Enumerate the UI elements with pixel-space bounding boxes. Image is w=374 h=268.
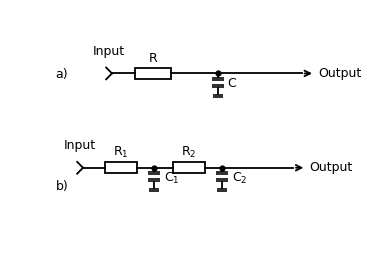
- Text: C$_1$: C$_1$: [163, 170, 179, 186]
- Bar: [217, 188, 227, 192]
- Text: Input: Input: [92, 45, 125, 58]
- Bar: [135, 68, 171, 79]
- Bar: [212, 94, 223, 98]
- Text: C: C: [227, 77, 236, 90]
- Text: C$_2$: C$_2$: [232, 170, 247, 186]
- Bar: [216, 171, 228, 175]
- Bar: [148, 178, 160, 182]
- Bar: [173, 162, 205, 173]
- Bar: [149, 188, 159, 192]
- Bar: [212, 77, 224, 81]
- Bar: [105, 162, 137, 173]
- Bar: [148, 171, 160, 175]
- Bar: [216, 178, 228, 182]
- Text: Output: Output: [309, 161, 352, 174]
- Text: Output: Output: [318, 67, 361, 80]
- Text: a): a): [55, 68, 68, 81]
- Text: R$_1$: R$_1$: [113, 144, 128, 159]
- Text: b): b): [55, 180, 68, 193]
- Text: R: R: [149, 52, 158, 65]
- Bar: [212, 84, 224, 88]
- Text: R$_2$: R$_2$: [181, 144, 196, 159]
- Text: Input: Input: [64, 139, 96, 152]
